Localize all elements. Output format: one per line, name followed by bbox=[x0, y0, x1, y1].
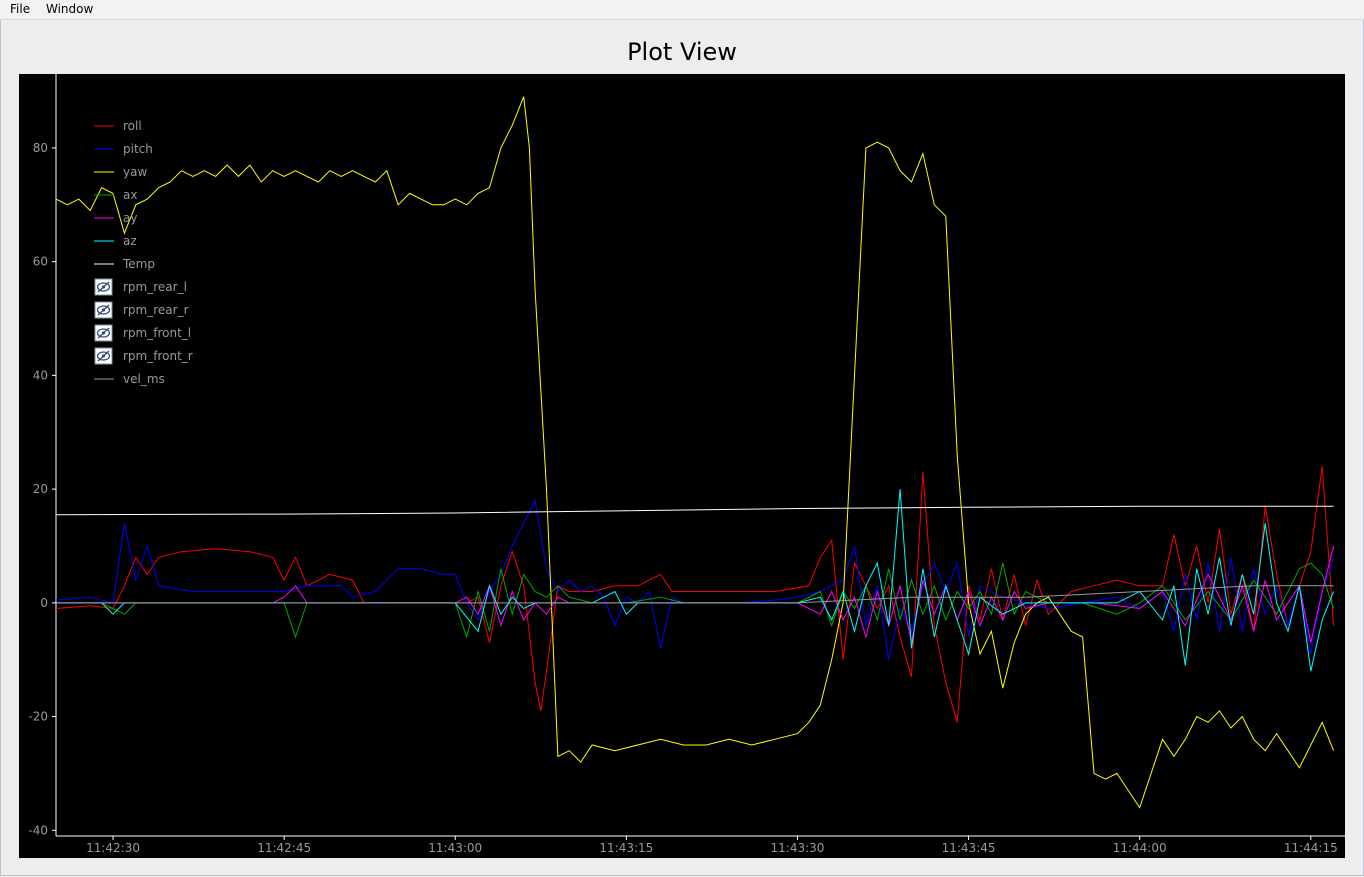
legend-item-ay[interactable]: ay bbox=[94, 211, 137, 225]
x-tick-label: 11:43:45 bbox=[942, 841, 996, 855]
y-tick-label: 20 bbox=[33, 482, 48, 496]
menu-file[interactable]: File bbox=[10, 2, 31, 16]
legend-label: rpm_front_l bbox=[123, 326, 191, 340]
hidden-eye-icon[interactable] bbox=[94, 301, 113, 319]
legend-label: roll bbox=[123, 119, 142, 133]
legend-item-rpm-rear-l[interactable]: rpm_rear_l bbox=[94, 278, 187, 296]
y-tick-label: -40 bbox=[28, 823, 48, 837]
legend-item-vel-ms[interactable]: vel_ms bbox=[94, 372, 165, 386]
legend-item-roll[interactable]: roll bbox=[94, 119, 142, 133]
x-tick-label: 11:42:30 bbox=[86, 841, 140, 855]
plot-title: Plot View bbox=[627, 38, 737, 66]
legend-item-rpm-front-r[interactable]: rpm_front_r bbox=[94, 347, 193, 365]
y-tick-label: 0 bbox=[40, 596, 48, 610]
legend[interactable]: roll pitch yaw ax ay az Temp rpm_rear_l rpm_rear… bbox=[94, 119, 193, 386]
legend-label: ay bbox=[123, 211, 137, 225]
legend-label: pitch bbox=[123, 142, 153, 156]
legend-label: rpm_rear_l bbox=[123, 280, 187, 294]
x-tick-label: 11:42:45 bbox=[257, 841, 311, 855]
y-tick-labels: 80 60 40 20 0 -20 -40 bbox=[28, 141, 56, 837]
y-tick-label: 40 bbox=[33, 368, 48, 382]
legend-item-ax[interactable]: ax bbox=[94, 188, 137, 202]
y-tick-label: 60 bbox=[33, 255, 48, 269]
legend-item-pitch[interactable]: pitch bbox=[94, 142, 153, 156]
hidden-eye-icon[interactable] bbox=[94, 278, 113, 296]
legend-item-rpm-rear-r[interactable]: rpm_rear_r bbox=[94, 301, 189, 319]
series-line-vel-ms bbox=[56, 585, 1334, 604]
series-line-yaw bbox=[55, 96, 1335, 809]
series-line-ax bbox=[56, 562, 1335, 639]
legend-item-temp[interactable]: Temp bbox=[94, 257, 155, 271]
plot-background bbox=[19, 74, 1345, 858]
x-tick-labels: 11:42:30 11:42:45 11:43:00 11:43:15 11:43:30… bbox=[86, 836, 1338, 855]
plot-area[interactable]: 80 60 40 20 0 -20 -40 11:42:30 11:42:45 11:43:00… bbox=[19, 74, 1345, 858]
legend-label: rpm_front_r bbox=[123, 349, 193, 363]
legend-item-az[interactable]: az bbox=[94, 234, 137, 248]
legend-label: rpm_rear_r bbox=[123, 303, 189, 317]
series-line-roll bbox=[55, 466, 1335, 723]
legend-item-rpm-front-l[interactable]: rpm_front_l bbox=[94, 324, 191, 342]
x-tick-label: 11:43:00 bbox=[428, 841, 482, 855]
legend-label: ax bbox=[123, 188, 137, 202]
hidden-eye-icon[interactable] bbox=[94, 347, 113, 365]
menu-bar: File Window bbox=[0, 0, 1364, 20]
y-tick-label: 80 bbox=[33, 141, 48, 155]
x-tick-label: 11:43:30 bbox=[771, 841, 825, 855]
legend-label: Temp bbox=[122, 257, 155, 271]
legend-label: az bbox=[123, 234, 137, 248]
x-tick-label: 11:44:15 bbox=[1284, 841, 1338, 855]
y-tick-label: -20 bbox=[28, 710, 48, 724]
legend-label: vel_ms bbox=[123, 372, 165, 386]
series-line-temp bbox=[55, 505, 1334, 516]
x-tick-label: 11:43:15 bbox=[599, 841, 653, 855]
hidden-eye-icon[interactable] bbox=[94, 324, 113, 342]
legend-label: yaw bbox=[123, 165, 147, 179]
legend-item-yaw[interactable]: yaw bbox=[94, 165, 147, 179]
series-layer bbox=[55, 96, 1335, 809]
x-tick-label: 11:44:00 bbox=[1113, 841, 1167, 855]
menu-window[interactable]: Window bbox=[46, 2, 94, 16]
